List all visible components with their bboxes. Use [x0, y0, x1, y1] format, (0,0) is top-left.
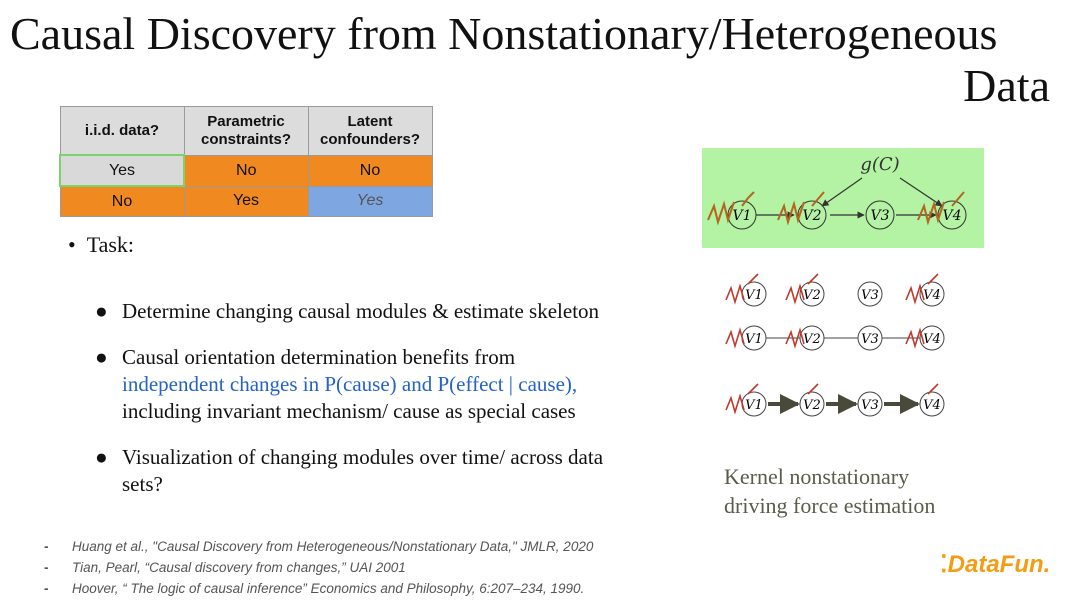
logo-text: DataFun.: [947, 551, 1051, 578]
comparison-table: i.i.d. data? Parametric constraints? Lat…: [59, 106, 433, 217]
graph-row-skeleton: V1 V2 V3 V4: [725, 325, 945, 351]
header-iid: i.i.d. data?: [59, 106, 185, 156]
reference-text: Hoover, “ The logic of causal inference”…: [72, 581, 585, 596]
change-zigzag-icon: [917, 200, 945, 226]
header-parametric: Parametric constraints?: [183, 106, 309, 156]
svg-text:V3: V3: [861, 288, 879, 303]
bullet-text: Determine changing causal modules & esti…: [122, 299, 600, 323]
bullet-item-1: ● Determine changing causal modules & es…: [95, 298, 665, 325]
table-cell: No: [183, 154, 309, 187]
reference-text: Huang et al., "Causal Discovery from Het…: [72, 539, 594, 554]
svg-text:V1: V1: [745, 398, 763, 413]
node-v4: V4: [937, 200, 967, 230]
header-latent: Latent confounders?: [307, 106, 433, 156]
table-cell: Yes: [183, 185, 309, 217]
table-row: No Yes Yes: [59, 185, 433, 217]
svg-text:V3: V3: [861, 398, 879, 413]
reference-item: - Huang et al., "Causal Discovery from He…: [44, 539, 594, 554]
change-zigzag-icon: [707, 200, 735, 226]
bullet-dot: ●: [95, 445, 108, 469]
title-line-1: Causal Discovery from Nonstationary/Hete…: [10, 8, 998, 59]
reference-item: - Hoover, “ The logic of causal inference…: [44, 581, 585, 596]
references: - Huang et al., "Causal Discovery from He…: [44, 536, 593, 599]
node-v1: V1: [727, 200, 757, 230]
logo-dots-icon: ⁚: [940, 551, 948, 578]
task-label: Task:: [86, 232, 135, 257]
svg-text:V1: V1: [745, 288, 763, 303]
edge-gc-v4: [899, 177, 943, 207]
bullet-text-highlight: independent changes in P(cause) and P(ef…: [122, 372, 578, 396]
bullet-item-3: ● Visualization of changing modules over…: [95, 444, 635, 498]
bullet-dot: ●: [95, 345, 108, 369]
table-header-row: i.i.d. data? Parametric constraints? Lat…: [59, 106, 433, 156]
bullet-text: Visualization of changing modules over t…: [122, 445, 604, 496]
graph-row-nodes: V1 V2 V3 V4: [725, 273, 945, 307]
table-cell: No: [59, 185, 185, 217]
svg-text:V2: V2: [803, 288, 821, 303]
datafun-logo: ⁚DataFun.: [940, 550, 1050, 579]
svg-text:V2: V2: [802, 208, 821, 224]
svg-text:V4: V4: [923, 398, 941, 413]
graph-caption: Kernel nonstationary driving force estim…: [724, 462, 935, 520]
task-heading: • Task:: [68, 232, 134, 258]
svg-text:V2: V2: [803, 398, 821, 413]
bullet-text-start: Causal orientation determination benefit…: [122, 345, 516, 369]
slide-title: Causal Discovery from Nonstationary/Hete…: [10, 8, 1050, 112]
bullet-dot: ●: [95, 299, 108, 323]
svg-text:V4: V4: [942, 208, 961, 224]
change-arrow-icon: [741, 191, 755, 207]
title-line-2: Data: [963, 60, 1050, 111]
change-arrow-icon: [811, 191, 825, 207]
svg-text:V2: V2: [803, 332, 821, 347]
gc-label: g(C): [860, 154, 899, 175]
table-cell: Yes: [59, 154, 185, 187]
bullet-dot: •: [68, 232, 87, 257]
caption-line-1: Kernel nonstationary: [724, 464, 910, 489]
bullet-text: Causal orientation determination benefit…: [122, 344, 665, 425]
table-cell: No: [307, 154, 433, 187]
svg-text:V3: V3: [861, 332, 879, 347]
graph-row-oriented: V1 V2 V3 V4: [725, 383, 945, 417]
svg-text:V4: V4: [923, 332, 941, 347]
node-v3: V3: [865, 200, 895, 230]
table-row: Yes No No: [59, 154, 433, 187]
change-arrow-icon: [951, 191, 965, 207]
bullet-text-end: including invariant mechanism/ cause as …: [122, 399, 576, 423]
table-cell: Yes: [307, 185, 433, 217]
causal-graph: g(C) V1 V2 V3 V4: [707, 154, 967, 230]
bullet-item-2: ● Causal orientation determination benef…: [95, 344, 665, 425]
svg-text:V1: V1: [745, 332, 763, 347]
reference-text: Tian, Pearl, “Causal discovery from chan…: [72, 560, 406, 575]
reference-item: - Tian, Pearl, “Causal discovery from cha…: [44, 560, 406, 575]
edge-gc-v2: [821, 177, 863, 207]
change-zigzag-icon: [777, 200, 805, 226]
caption-line-2: driving force estimation: [724, 493, 936, 518]
svg-text:V4: V4: [923, 288, 941, 303]
skeleton-graphs: V1 V2 V3 V4 V1 V2 V3 V4 V1: [725, 273, 945, 417]
causal-graph-panel: g(C) V1 V2 V3 V4: [702, 148, 984, 248]
node-v2: V2: [797, 200, 827, 230]
svg-text:V3: V3: [870, 208, 889, 224]
svg-text:V1: V1: [732, 208, 751, 224]
